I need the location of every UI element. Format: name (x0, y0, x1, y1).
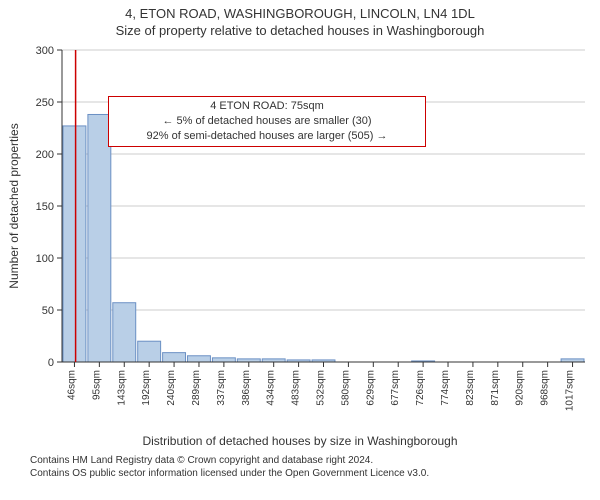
svg-text:250: 250 (36, 97, 54, 109)
svg-text:337sqm: 337sqm (216, 370, 227, 406)
svg-text:300: 300 (36, 45, 54, 57)
svg-text:200: 200 (36, 149, 54, 161)
callout-line-3: 92% of semi-detached houses are larger (… (117, 129, 417, 144)
svg-text:871sqm: 871sqm (490, 370, 501, 406)
svg-text:95sqm: 95sqm (91, 370, 102, 400)
svg-text:150: 150 (36, 201, 54, 213)
svg-text:386sqm: 386sqm (241, 370, 252, 406)
svg-text:50: 50 (42, 305, 54, 317)
attribution: Contains HM Land Registry data © Crown c… (0, 448, 600, 480)
svg-text:580sqm: 580sqm (340, 370, 351, 406)
attribution-line-2: Contains OS public sector information li… (30, 467, 600, 480)
chart-container: 0 50 100 150 200 250 300 46sqm 95sqm 143sqm 192sqm… (0, 38, 600, 438)
marker-callout: 4 ETON ROAD: 75sqm ← 5% of detached hous… (108, 96, 426, 147)
svg-text:0: 0 (48, 357, 54, 369)
svg-text:46sqm: 46sqm (66, 370, 77, 400)
callout-line-1: 4 ETON ROAD: 75sqm (117, 99, 417, 114)
svg-text:483sqm: 483sqm (291, 370, 302, 406)
svg-text:677sqm: 677sqm (390, 370, 401, 406)
svg-text:920sqm: 920sqm (515, 370, 526, 406)
attribution-line-1: Contains HM Land Registry data © Crown c… (30, 454, 600, 467)
svg-text:434sqm: 434sqm (266, 370, 277, 406)
svg-text:289sqm: 289sqm (191, 370, 202, 406)
svg-text:968sqm: 968sqm (540, 370, 551, 406)
callout-line-2: ← 5% of detached houses are smaller (30) (117, 114, 417, 129)
svg-text:823sqm: 823sqm (465, 370, 476, 406)
chart-subtitle: Size of property relative to detached ho… (0, 23, 600, 38)
svg-text:240sqm: 240sqm (166, 370, 177, 406)
svg-text:Number of detached properties: Number of detached properties (7, 123, 21, 288)
svg-text:629sqm: 629sqm (365, 370, 376, 406)
svg-text:1017sqm: 1017sqm (565, 370, 576, 411)
svg-text:100: 100 (36, 253, 54, 265)
chart-main-title: 4, ETON ROAD, WASHINGBOROUGH, LINCOLN, L… (0, 6, 600, 21)
svg-text:143sqm: 143sqm (116, 370, 127, 406)
svg-text:774sqm: 774sqm (440, 370, 451, 406)
svg-text:192sqm: 192sqm (141, 370, 152, 406)
svg-text:726sqm: 726sqm (415, 370, 426, 406)
svg-text:532sqm: 532sqm (316, 370, 327, 406)
